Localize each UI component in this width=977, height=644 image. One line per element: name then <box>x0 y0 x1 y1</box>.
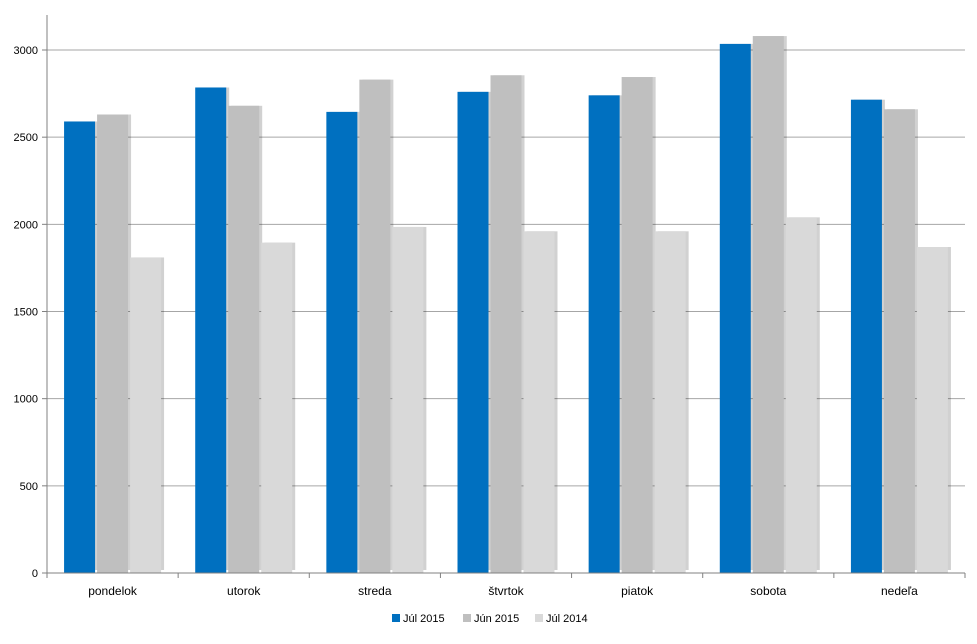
bar <box>850 99 882 573</box>
x-tick-label: streda <box>358 584 392 598</box>
bars <box>64 36 951 574</box>
y-tick-label: 1500 <box>14 307 38 319</box>
y-tick-label: 1000 <box>14 394 38 406</box>
legend-swatch <box>392 614 400 622</box>
y-tick-label: 2000 <box>14 219 38 231</box>
bar <box>883 109 915 574</box>
x-tick-label: utorok <box>227 584 261 598</box>
x-axis <box>42 15 966 578</box>
bar <box>64 121 96 573</box>
bar <box>588 95 620 574</box>
y-axis-ticks: 0 500 1000 1500 2000 2500 3000 <box>14 45 38 580</box>
x-tick-label: piatok <box>621 584 654 598</box>
legend: Júl 2015 Jún 2015 Júl 2014 <box>392 613 588 625</box>
bar <box>719 43 751 574</box>
bar <box>359 79 391 574</box>
x-tick-label: sobota <box>750 584 786 598</box>
x-tick-label: pondelok <box>88 584 138 598</box>
bar <box>916 246 948 573</box>
legend-label: Jún 2015 <box>474 613 519 625</box>
bar <box>752 36 784 573</box>
y-tick-label: 2500 <box>14 132 38 144</box>
bar <box>195 87 227 574</box>
y-tick-label: 3000 <box>14 45 38 57</box>
bar <box>392 226 424 573</box>
y-tick-label: 500 <box>20 481 38 493</box>
y-tick-label: 0 <box>32 568 38 580</box>
bar <box>621 77 653 573</box>
bar <box>97 114 129 574</box>
bar <box>457 91 489 573</box>
legend-label: Júl 2015 <box>403 613 445 625</box>
legend-label: Júl 2014 <box>546 613 588 625</box>
x-tick-label: štvrtok <box>488 584 524 598</box>
bar <box>785 217 817 574</box>
legend-swatch <box>535 614 543 622</box>
bar <box>490 75 522 574</box>
bar <box>654 231 686 573</box>
bar <box>523 231 555 573</box>
x-axis-labels: pondelok utorok streda štvrtok piatok sobota n… <box>88 584 918 598</box>
x-tick-label: nedeľa <box>881 584 918 598</box>
bar <box>228 105 260 573</box>
legend-swatch <box>463 614 471 622</box>
bar <box>261 242 293 573</box>
bar <box>130 257 162 573</box>
bar <box>326 111 358 573</box>
